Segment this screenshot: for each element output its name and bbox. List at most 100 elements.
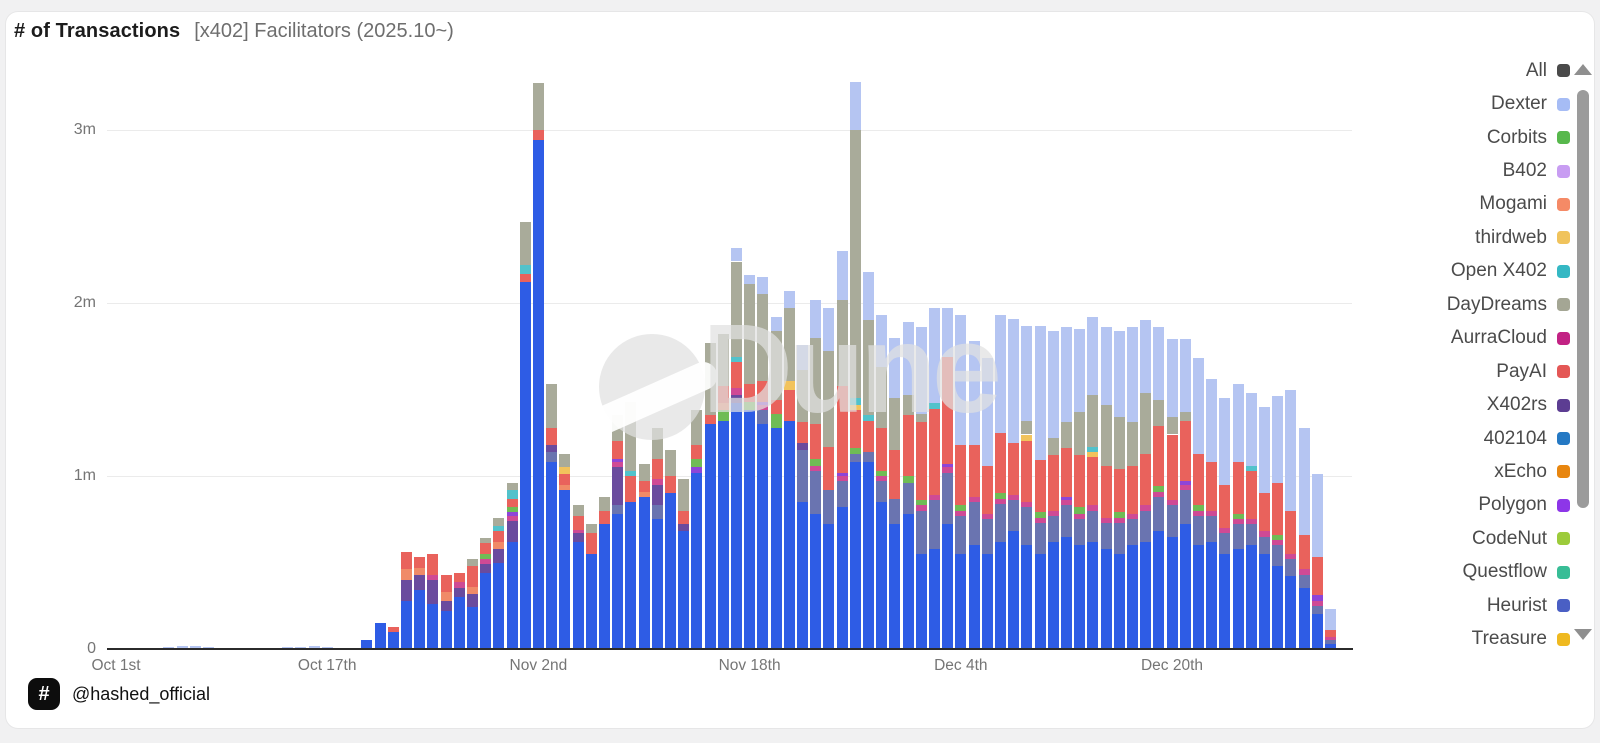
bar-segment-polygon[interactable] — [1179, 481, 1191, 485]
bar-segment-aurracloud[interactable] — [942, 467, 954, 473]
bar-segment-payai[interactable] — [704, 415, 716, 425]
bar-day-20[interactable] — [374, 12, 386, 649]
bar-day-2[interactable] — [137, 12, 148, 649]
bar-segment-daydreams[interactable] — [1113, 417, 1125, 470]
bar-segment-x402rs[interactable] — [466, 593, 478, 608]
bar-segment-payai[interactable] — [1034, 460, 1046, 513]
bar-segment-402104[interactable] — [519, 282, 531, 649]
bar-segment-402104[interactable] — [651, 519, 663, 649]
bar-segment-daydreams[interactable] — [532, 83, 544, 130]
legend-scroll-up-icon[interactable] — [1574, 64, 1592, 75]
bar-segment-aurracloud[interactable] — [994, 498, 1006, 504]
bar-segment-dexter[interactable] — [1060, 327, 1072, 423]
bar-day-0[interactable] — [111, 12, 122, 649]
bar-segment-payai[interactable] — [1008, 443, 1020, 496]
bar-segment-heurist[interactable] — [651, 505, 663, 520]
bar-segment-402104[interactable] — [1100, 548, 1112, 649]
bar-segment-aurracloud[interactable] — [480, 559, 492, 565]
bar-segment-daydreams[interactable] — [519, 221, 531, 265]
bar-segment-payai[interactable] — [1047, 455, 1059, 511]
bar-segment-heurist[interactable] — [1272, 545, 1284, 566]
bar-segment-payai[interactable] — [519, 273, 531, 283]
bar-segment-payai[interactable] — [770, 399, 782, 414]
bar-segment-polygon[interactable] — [1311, 595, 1323, 601]
bar-segment-dexter[interactable] — [1285, 389, 1297, 511]
bar-segment-payai[interactable] — [1060, 448, 1072, 497]
bar-day-21[interactable] — [387, 12, 399, 649]
bar-segment-heurist[interactable] — [757, 410, 769, 425]
bar-segment-heurist[interactable] — [889, 498, 901, 525]
bar-segment-heurist[interactable] — [1021, 507, 1033, 546]
bar-segment-polygon[interactable] — [1060, 496, 1072, 501]
bar-segment-402104[interactable] — [1232, 548, 1244, 649]
bar-segment-open-x402[interactable] — [493, 526, 505, 532]
bar-day-41[interactable] — [651, 12, 663, 649]
bar-day-9[interactable] — [229, 12, 240, 649]
bar-segment-mogami[interactable] — [717, 403, 729, 411]
bar-segment-payai[interactable] — [757, 380, 769, 402]
bar-segment-dexter[interactable] — [1272, 396, 1284, 483]
bar-segment-dexter[interactable] — [876, 315, 888, 368]
bar-segment-dexter[interactable] — [1113, 330, 1125, 418]
bar-segment-402104[interactable] — [757, 424, 769, 649]
bar-day-71[interactable] — [1047, 12, 1059, 649]
bar-segment-402104[interactable] — [546, 462, 558, 649]
bar-day-58[interactable] — [876, 12, 888, 649]
bar-segment-dexter[interactable] — [1232, 384, 1244, 463]
bar-segment-dexter[interactable] — [810, 299, 822, 338]
bar-segment-402104[interactable] — [440, 610, 452, 649]
bar-segment-aurracloud[interactable] — [1126, 514, 1138, 520]
bar-segment-aurracloud[interactable] — [1113, 517, 1125, 523]
bar-day-78[interactable] — [1140, 12, 1152, 649]
bar-segment-heurist[interactable] — [1047, 515, 1059, 542]
bar-day-68[interactable] — [1008, 12, 1020, 649]
bar-segment-dexter[interactable] — [1008, 318, 1020, 444]
bar-day-91[interactable] — [1311, 12, 1323, 649]
bar-day-55[interactable] — [836, 12, 848, 649]
bar-segment-dexter[interactable] — [796, 344, 808, 371]
bar-segment-heurist[interactable] — [546, 451, 558, 463]
bar-segment-heurist[interactable] — [981, 519, 993, 554]
bar-segment-polygon[interactable] — [836, 472, 848, 476]
bar-segment-heurist[interactable] — [849, 453, 861, 463]
bar-day-18[interactable] — [348, 12, 359, 649]
bar-segment-dexter[interactable] — [163, 646, 175, 649]
bar-segment-heurist[interactable] — [955, 515, 967, 554]
bar-segment-daydreams[interactable] — [1087, 394, 1099, 447]
bar-segment-dexter[interactable] — [1298, 427, 1310, 535]
legend-item-xecho[interactable]: xEcho — [1300, 455, 1570, 488]
bar-segment-aurracloud[interactable] — [1060, 500, 1072, 506]
bar-day-6[interactable] — [189, 12, 201, 649]
bar-segment-payai[interactable] — [823, 446, 835, 490]
bar-segment-daydreams[interactable] — [651, 427, 663, 459]
bar-segment-payai[interactable] — [836, 386, 848, 473]
bar-segment-daydreams[interactable] — [730, 261, 742, 357]
bar-segment-aurracloud[interactable] — [1047, 510, 1059, 516]
bar-day-65[interactable] — [968, 12, 980, 649]
bar-segment-heurist[interactable] — [928, 500, 940, 549]
bar-segment-payai[interactable] — [994, 432, 1006, 494]
bar-segment-heurist[interactable] — [915, 510, 927, 554]
legend-item-corbits[interactable]: Corbits — [1300, 121, 1570, 154]
legend-item-aurracloud[interactable]: AurraCloud — [1300, 322, 1570, 355]
bar-segment-daydreams[interactable] — [625, 401, 637, 471]
legend-item-402104[interactable]: 402104 — [1300, 422, 1570, 455]
bar-segment-aurracloud[interactable] — [1232, 519, 1244, 525]
bar-day-16[interactable] — [321, 12, 333, 649]
bar-segment-heurist[interactable] — [1324, 640, 1336, 644]
bar-segment-402104[interactable] — [942, 524, 954, 649]
bar-segment-402104[interactable] — [374, 623, 386, 649]
bar-segment-heurist[interactable] — [1179, 489, 1191, 525]
bar-segment-402104[interactable] — [1258, 553, 1270, 649]
bar-segment-aurracloud[interactable] — [1179, 484, 1191, 490]
legend-item-x402rs[interactable]: X402rs — [1300, 388, 1570, 421]
bar-segment-402104[interactable] — [585, 553, 597, 649]
bar-segment-daydreams[interactable] — [1074, 412, 1086, 456]
bar-day-77[interactable] — [1126, 12, 1138, 649]
bar-segment-heurist[interactable] — [1206, 515, 1218, 542]
bar-segment-aurracloud[interactable] — [1324, 636, 1336, 641]
bar-day-7[interactable] — [202, 12, 214, 649]
bar-segment-x402rs[interactable] — [453, 588, 465, 598]
bar-segment-402104[interactable] — [559, 489, 571, 649]
bar-segment-payai[interactable] — [414, 557, 426, 568]
